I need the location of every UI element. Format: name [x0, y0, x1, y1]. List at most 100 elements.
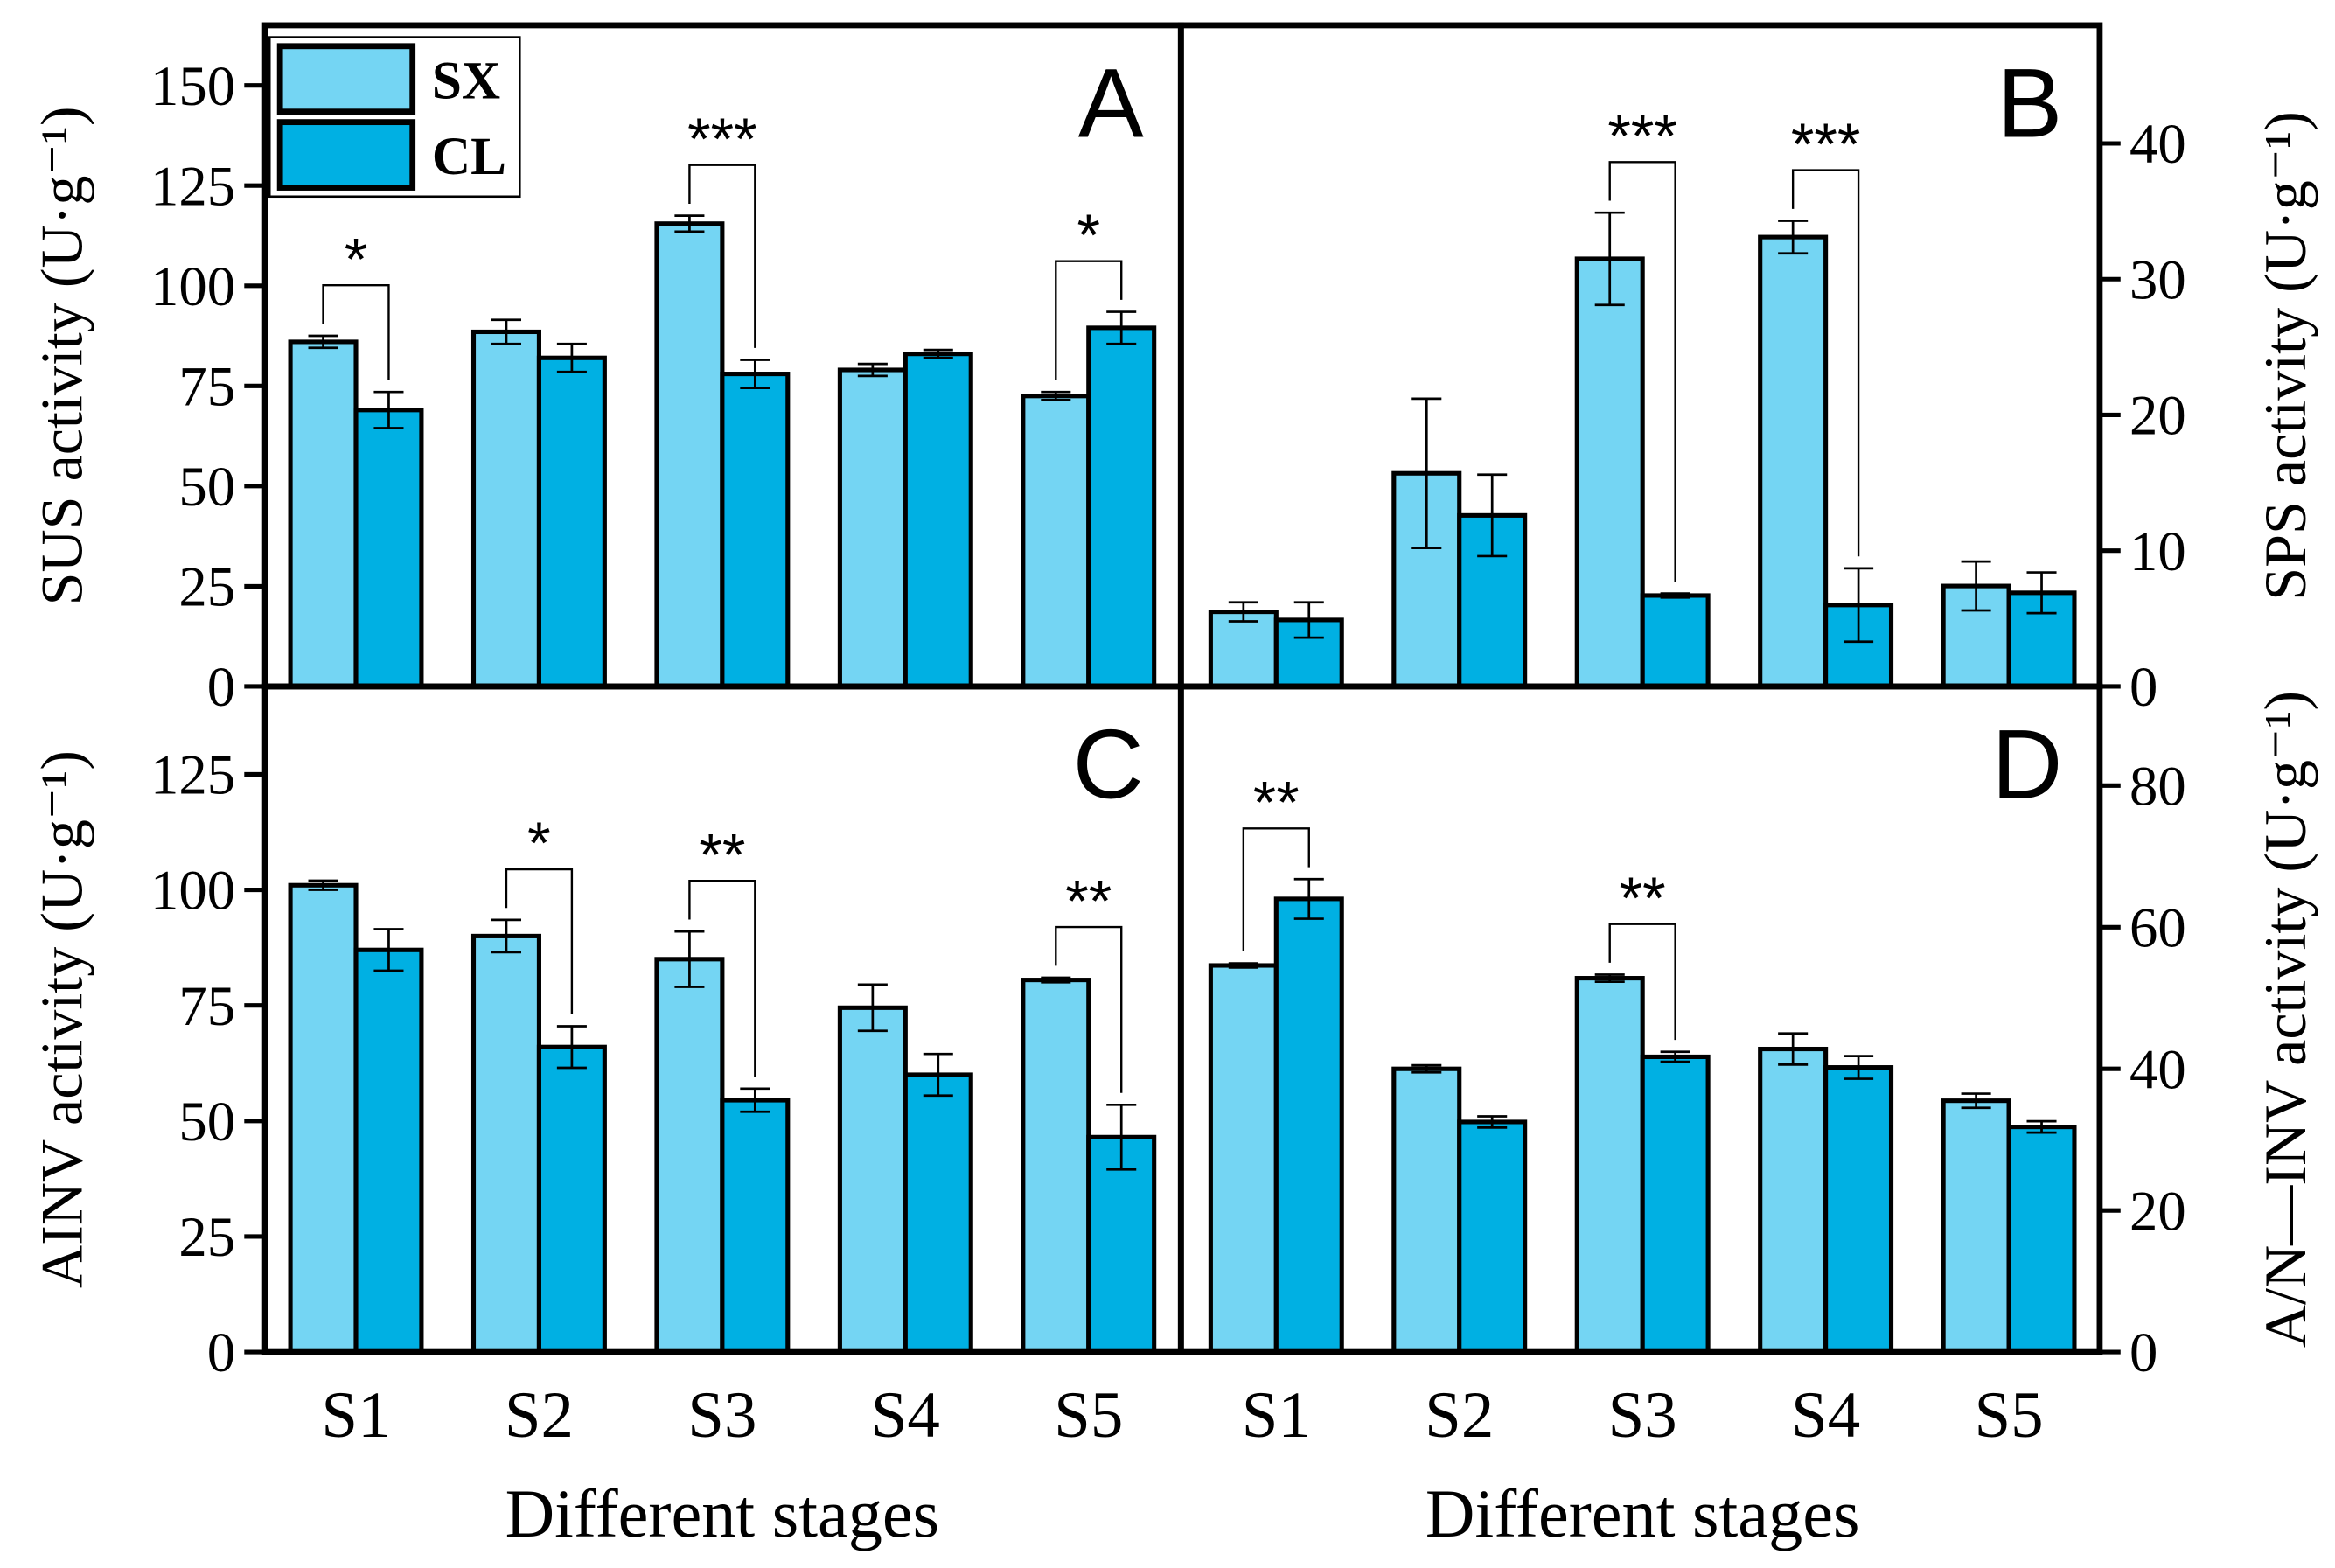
error-bar-sx-s4 [857, 362, 888, 378]
error-bar-sx-s2 [491, 918, 522, 954]
error-bar-cl-s2 [1477, 473, 1508, 558]
error-bar-cl-s4 [923, 1052, 953, 1098]
legend-swatch-cl [276, 119, 416, 191]
bar-sx-s3 [1574, 976, 1645, 1355]
y-tick-label: 20 [2129, 1179, 2186, 1242]
x-tick-label: S5 [1974, 1379, 2043, 1452]
panel-d: ** ** D 0 20 40 60 80 A/N—INV activity (U·g⁻¹) S1… [1177, 683, 2318, 1452]
error-bar-cl-s1 [1293, 877, 1324, 920]
y-tick-label: 0 [207, 655, 235, 718]
y-tick-label: 80 [2129, 754, 2186, 817]
y-axis-title: SPS activity (U·g⁻¹) [2252, 111, 2318, 601]
x-tick-label: S1 [1242, 1379, 1311, 1452]
bar-sx-s3 [654, 221, 725, 689]
error-bar-cl-s2 [556, 342, 587, 373]
bar-cl-s5 [2006, 1125, 2077, 1355]
bar-cl-s4 [903, 352, 973, 689]
bar-cl-s1 [353, 408, 424, 689]
y-tick-label: 0 [207, 1321, 235, 1383]
y-tick-label: 75 [178, 354, 235, 417]
bar-sx-s5 [1941, 1098, 2011, 1355]
bar-sx-s2 [1391, 1066, 1462, 1355]
y-axis-title: SUS activity (U·g⁻¹) [29, 106, 95, 605]
y-tick-label: 150 [150, 54, 235, 117]
significance-bracket [505, 868, 574, 1014]
significance-label: *** [1791, 111, 1861, 178]
error-bar-sx-s4 [1778, 1032, 1809, 1066]
significance-bracket [1791, 169, 1860, 557]
error-bar-sx-s1 [1228, 962, 1258, 969]
error-bar-sx-s3 [1594, 211, 1625, 307]
panel-letter: C [1073, 709, 1144, 819]
error-bar-cl-s5 [2026, 1119, 2057, 1134]
significance-label: ** [699, 821, 745, 888]
bar-cl-s4 [1823, 1065, 1894, 1355]
x-tick-label: S4 [871, 1379, 940, 1452]
bar-sx-s4 [1758, 234, 1829, 689]
x-tick-label: S2 [505, 1379, 574, 1452]
y-tick-label: 30 [2129, 247, 2186, 310]
panel-b: *** *** B 0 10 20 30 40 SPS activity (U·g⁻¹) [1177, 22, 2318, 718]
y-tick-label: 50 [178, 455, 235, 518]
y-tick-label: 40 [2129, 1037, 2186, 1100]
y-tick-label: 125 [150, 743, 235, 806]
significance-label: *** [687, 106, 757, 172]
bar-cl-s3 [720, 1098, 791, 1355]
x-tick-label: S3 [687, 1379, 756, 1452]
significance-bracket [1055, 925, 1123, 1093]
legend-label-sx: SX [432, 51, 500, 110]
error-bar-cl-s1 [373, 390, 404, 429]
bar-sx-s3 [654, 957, 725, 1355]
bar-sx-s5 [1021, 394, 1091, 689]
significance-bracket [1608, 923, 1676, 1041]
significance-label: ** [1065, 868, 1112, 934]
error-bar-sx-s2 [1411, 397, 1442, 549]
significance-bracket [688, 880, 756, 1077]
legend-label-cl: CL [432, 127, 506, 186]
significance-label: * [345, 226, 368, 292]
x-tick-label: S3 [1608, 1379, 1677, 1452]
x-tick-label: S4 [1791, 1379, 1860, 1452]
y-tick-label: 125 [150, 154, 235, 217]
bar-sx-s1 [288, 339, 359, 689]
error-bar-cl-s5 [1106, 1103, 1137, 1171]
error-bar-sx-s5 [1961, 560, 1991, 612]
significance-label: *** [1607, 102, 1677, 169]
bar-sx-s1 [288, 882, 359, 1355]
error-bar-sx-s2 [491, 318, 522, 345]
panel-letter: D [1991, 709, 2062, 819]
significance-bracket [1055, 260, 1123, 380]
y-tick-label: 50 [178, 1090, 235, 1153]
panel-letter: B [1997, 48, 2062, 158]
bar-sx-s4 [837, 367, 908, 689]
significance-label: * [1077, 202, 1100, 268]
bar-cl-s2 [536, 1044, 607, 1355]
bar-cl-s3 [1640, 1054, 1711, 1355]
error-bar-cl-s2 [1477, 1115, 1508, 1129]
y-tick-label: 60 [2129, 896, 2186, 958]
error-bar-cl-s3 [740, 359, 770, 389]
y-tick-label: 100 [150, 254, 235, 317]
error-bar-cl-s4 [923, 348, 953, 359]
bar-cl-s2 [536, 355, 607, 689]
legend: SX CL [268, 36, 521, 199]
error-bar-sx-s3 [674, 214, 705, 233]
panel-frame [1177, 683, 2103, 1355]
error-bar-cl-s3 [1660, 592, 1690, 599]
significance-bracket [688, 164, 756, 348]
bar-cl-s5 [1086, 1134, 1157, 1355]
error-bar-cl-s5 [2026, 571, 2057, 615]
significance-label: ** [1620, 865, 1666, 931]
error-bar-sx-s1 [1228, 601, 1258, 623]
error-bar-sx-s5 [1041, 390, 1071, 401]
error-bar-sx-s1 [308, 334, 338, 350]
error-bar-sx-s3 [1594, 973, 1625, 983]
significance-label: ** [1253, 770, 1300, 836]
significance-bracket [322, 283, 390, 380]
error-bar-sx-s4 [1778, 220, 1809, 255]
bar-sx-s2 [470, 329, 541, 689]
error-bar-sx-s3 [674, 930, 705, 988]
bar-sx-s5 [1021, 978, 1091, 1355]
